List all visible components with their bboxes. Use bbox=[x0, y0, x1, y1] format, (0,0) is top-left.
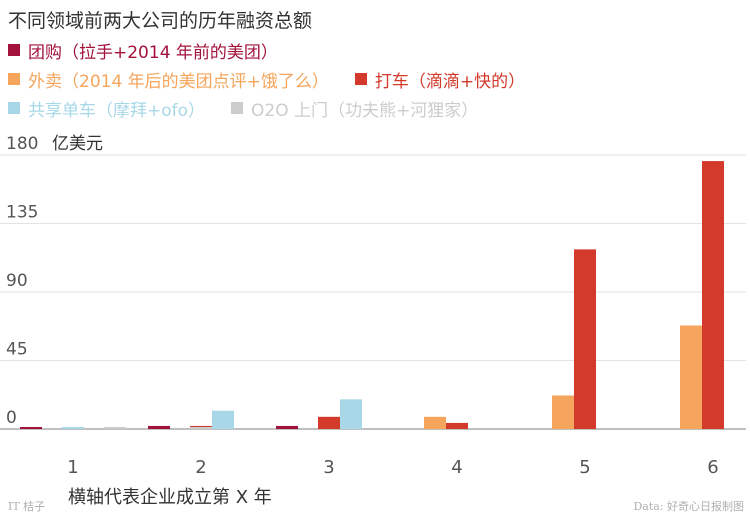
bar bbox=[148, 425, 170, 429]
x-tick-label: 5 bbox=[579, 457, 590, 478]
bar bbox=[424, 416, 446, 429]
bar bbox=[20, 427, 42, 429]
source-right-label: Data: 好奇心日报制图 bbox=[633, 500, 744, 513]
x-tick-label: 2 bbox=[195, 457, 206, 478]
legend-row: 共享单车（摩拜+ofo） O2O 上门（功夫熊+河狸家） bbox=[8, 95, 504, 121]
x-tick-label: 4 bbox=[451, 457, 462, 478]
y-tick-label: 135 bbox=[6, 203, 38, 223]
legend-label: O2O 上门（功夫熊+河狸家） bbox=[251, 100, 479, 121]
y-axis-unit-label: 亿美元 bbox=[52, 134, 103, 154]
bar bbox=[446, 422, 468, 429]
legend-label: 外卖（2014 年后的美团点评+饿了么） bbox=[28, 71, 329, 92]
chart-title: 不同领域前两大公司的历年融资总额 bbox=[8, 10, 313, 32]
x-axis-label: 横轴代表企业成立第 X 年 bbox=[68, 487, 272, 508]
bar bbox=[318, 416, 340, 429]
legend-row: 团购（拉手+2014 年前的美团） bbox=[8, 37, 304, 63]
bar bbox=[574, 249, 596, 429]
bar bbox=[552, 395, 574, 429]
legend-label: 团购（拉手+2014 年前的美团） bbox=[28, 42, 278, 63]
y-tick-label: 0 bbox=[6, 408, 17, 428]
legend-swatch bbox=[354, 73, 367, 85]
legend-swatch bbox=[8, 44, 20, 56]
x-tick-label: 3 bbox=[323, 457, 334, 478]
legend-item: 打车（滴滴+快的） bbox=[354, 67, 526, 92]
bar bbox=[190, 427, 212, 429]
bar bbox=[212, 410, 234, 429]
y-tick-label: 90 bbox=[6, 271, 28, 291]
source-left-label: IT 桔子 bbox=[8, 500, 46, 513]
legend-swatch bbox=[8, 102, 20, 114]
y-tick-label: 45 bbox=[6, 340, 28, 360]
y-tick-label: 180 bbox=[6, 134, 38, 154]
legend-label: 打车（滴滴+快的） bbox=[374, 71, 526, 92]
x-tick-label: 6 bbox=[707, 457, 718, 478]
legend-item: 共享单车（摩拜+ofo） bbox=[8, 96, 205, 121]
legend-swatch bbox=[8, 73, 20, 85]
bar bbox=[680, 325, 702, 429]
bar bbox=[62, 427, 84, 429]
bar bbox=[104, 427, 126, 429]
legend-row: 外卖（2014 年后的美团点评+饿了么） 打车（滴滴+快的） bbox=[8, 66, 551, 92]
legend-item: 外卖（2014 年后的美团点评+饿了么） bbox=[8, 67, 329, 92]
bar bbox=[276, 425, 298, 429]
legend-item: 团购（拉手+2014 年前的美团） bbox=[8, 38, 278, 63]
legend-swatch bbox=[231, 102, 244, 114]
bar bbox=[340, 399, 362, 429]
legend-label: 共享单车（摩拜+ofo） bbox=[28, 100, 206, 121]
legend-item: O2O 上门（功夫熊+河狸家） bbox=[231, 96, 478, 121]
bar bbox=[702, 161, 724, 430]
x-tick-label: 1 bbox=[67, 457, 78, 478]
